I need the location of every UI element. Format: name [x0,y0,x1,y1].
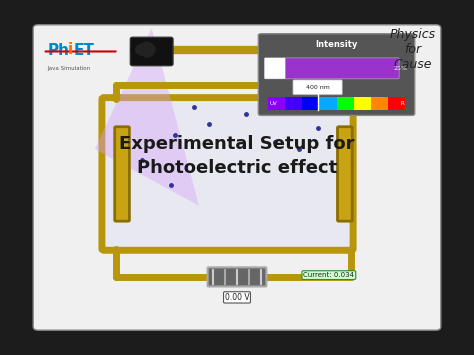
Text: Ph: Ph [47,43,69,58]
Bar [302,97,319,110]
Text: Current: 0.034: Current: 0.034 [303,272,355,278]
Text: Physics
for
Cause: Physics for Cause [389,28,436,71]
Bar [354,97,371,110]
Text: 0.00 V: 0.00 V [225,293,249,302]
FancyBboxPatch shape [102,98,353,250]
Bar [285,97,302,110]
FancyBboxPatch shape [293,80,342,95]
Text: 25%: 25% [393,66,408,71]
Text: i: i [68,42,73,57]
Bar [388,97,405,110]
Bar [371,97,388,110]
Polygon shape [95,28,199,206]
Text: Intensity: Intensity [315,40,358,49]
Text: Experimental Setup for
Photoelectric effect: Experimental Setup for Photoelectric eff… [119,135,355,177]
Text: UV: UV [269,101,277,106]
Text: 400 nm: 400 nm [306,85,329,90]
FancyBboxPatch shape [264,58,285,79]
FancyBboxPatch shape [130,37,173,66]
FancyBboxPatch shape [33,25,441,330]
Circle shape [134,42,155,58]
Bar [268,97,285,110]
FancyBboxPatch shape [258,34,415,115]
Bar [319,97,337,110]
FancyBboxPatch shape [264,58,399,79]
FancyBboxPatch shape [115,127,129,221]
Bar [337,97,354,110]
Text: ET: ET [73,43,94,58]
Text: Java Simulation: Java Simulation [47,66,91,71]
Text: R: R [400,101,404,106]
FancyBboxPatch shape [337,127,352,221]
FancyBboxPatch shape [208,267,266,286]
